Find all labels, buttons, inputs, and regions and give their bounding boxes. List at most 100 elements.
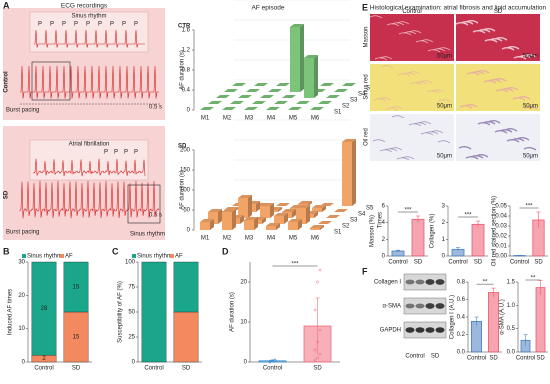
bar-top [282, 209, 296, 212]
histology-texture [458, 146, 472, 150]
blot-label: Collagen I [374, 280, 401, 286]
y-axis-label: Susceptibility of AF (%) [118, 281, 124, 343]
x-tick-label: Control [516, 356, 535, 362]
ecg-note: Burst pacing [6, 230, 39, 236]
bar-side [248, 195, 252, 218]
panel-label: D [222, 246, 229, 256]
data-point [318, 328, 322, 332]
significance-label: ** [483, 280, 488, 286]
bar-side [308, 201, 312, 206]
histo-title: Histological examination: atrial fibrosi… [370, 5, 547, 12]
histology-texture [438, 99, 452, 103]
legend-swatch [170, 254, 174, 258]
histology-texture [396, 21, 410, 25]
histology-texture [464, 104, 478, 108]
y-tick-label: 100 [180, 188, 191, 194]
bar-top [288, 219, 302, 222]
histology-texture [523, 54, 537, 58]
bar-3d [342, 139, 356, 206]
y-tick-label: 0 [442, 254, 446, 260]
legend-label: Sinus rhythm [137, 254, 172, 260]
bar-3d [238, 195, 252, 218]
histology-texture [401, 156, 415, 160]
blot-band [405, 303, 415, 309]
y-tick-label: 0.8 [457, 280, 466, 286]
bar-top [282, 95, 296, 98]
bar-3d [296, 205, 310, 224]
bar-3d [230, 101, 244, 104]
bar-3d [216, 95, 230, 98]
y-axis-label: AF duration (s) [180, 50, 186, 90]
bar-top [238, 195, 252, 198]
bar-top [246, 89, 260, 92]
bar-3d [252, 101, 266, 104]
x-tick-label: SD [534, 260, 543, 266]
x-tick-label: M5 [289, 116, 298, 122]
ecg-inset [29, 11, 149, 53]
legend-swatch [60, 254, 64, 258]
bar-3d [282, 95, 296, 98]
significance-label: *** [291, 262, 299, 268]
bar-3d [208, 209, 222, 224]
bar-side [322, 205, 326, 212]
y-tick-label: 75 [128, 285, 135, 291]
panel-label: A [3, 0, 10, 10]
histology-image [370, 114, 454, 161]
depth-label: S2 [342, 104, 350, 110]
bar-top [266, 223, 280, 226]
bar-front [208, 212, 218, 224]
bar-top [216, 95, 230, 98]
bar-top [310, 225, 324, 228]
y-tick-label: 200 [180, 148, 191, 154]
x-tick-label: M4 [267, 236, 276, 242]
panel-label: B [3, 246, 10, 256]
y-tick-label: 1.5 [507, 280, 516, 286]
x-tick-label: M6 [311, 236, 320, 242]
bar-top [342, 139, 356, 142]
data-point [316, 340, 319, 344]
bar-3d [274, 213, 288, 224]
p-wave-label: P [38, 22, 42, 28]
data-point [313, 358, 317, 362]
y-axis-label: Collagen I (A.U.) [450, 295, 456, 339]
bar-3d [254, 83, 268, 86]
bar-side [254, 217, 258, 230]
bar-top [274, 213, 288, 216]
bar-3d [334, 89, 348, 92]
bar-front [238, 198, 248, 218]
depth-label: S4 [358, 212, 366, 218]
depth-label: S3 [350, 98, 358, 104]
p-wave-label: P [134, 150, 138, 156]
legend-label: AF [65, 254, 73, 260]
bar-front [290, 27, 300, 92]
ecg-label: Atrial fibrillation [69, 142, 110, 148]
y-tick-label: 3 [442, 204, 446, 210]
blot-band [415, 279, 425, 285]
bar-side [352, 139, 356, 206]
histology-texture [437, 47, 451, 51]
x-tick-label: Control [263, 366, 282, 372]
p-wave-label: P [104, 150, 108, 156]
bar-side [276, 223, 280, 230]
bar-front [244, 220, 254, 230]
x-tick-label: M6 [311, 116, 320, 122]
histology-texture [419, 80, 433, 84]
histology-texture [516, 137, 530, 141]
bar-3d [320, 83, 334, 86]
column-label: Control [402, 9, 421, 15]
bar-3d [334, 209, 348, 212]
histology-texture [475, 154, 489, 158]
bar-top [224, 89, 238, 92]
blot-strip [403, 297, 447, 315]
data-point [273, 359, 277, 362]
bar-top [276, 203, 290, 206]
bar-front [342, 142, 352, 206]
bar-top [260, 203, 274, 206]
ecg-trace [19, 180, 160, 219]
histology-texture [430, 130, 444, 134]
y-tick-label: 0.0 [457, 350, 466, 356]
data-point [313, 308, 317, 312]
bar-segment [63, 311, 89, 363]
x-tick-label: Control [467, 356, 486, 362]
y-tick-label: 6 [382, 204, 386, 210]
